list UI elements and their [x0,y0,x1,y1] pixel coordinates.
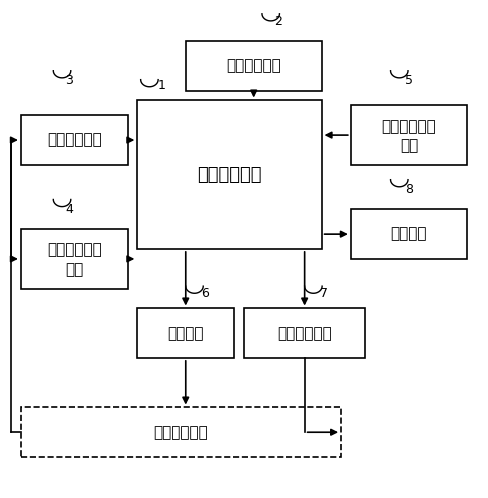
Text: 保护跳泵单元: 保护跳泵单元 [277,326,332,341]
FancyBboxPatch shape [186,41,322,91]
Text: 4: 4 [65,203,73,216]
FancyBboxPatch shape [21,229,127,289]
Text: 2: 2 [274,15,282,28]
Text: 启动指令采集: 启动指令采集 [382,119,436,133]
Text: 单元: 单元 [400,138,418,153]
FancyBboxPatch shape [137,101,322,249]
Text: 单元: 单元 [65,262,83,277]
Text: 5: 5 [405,74,413,87]
Text: 运行状态采集: 运行状态采集 [47,243,102,257]
Text: 8: 8 [405,183,413,196]
FancyBboxPatch shape [351,209,467,259]
Text: 报警单元: 报警单元 [391,227,427,242]
FancyBboxPatch shape [21,407,341,457]
Text: 7: 7 [320,287,328,300]
Text: 1: 1 [158,79,165,92]
FancyBboxPatch shape [351,106,467,165]
Text: 6: 6 [201,287,209,300]
Text: 调节控制单元: 调节控制单元 [197,166,262,184]
Text: 3: 3 [65,74,73,87]
Text: 汽动主给水泵: 汽动主给水泵 [154,425,208,440]
Text: 驱动单元: 驱动单元 [167,326,204,341]
FancyBboxPatch shape [21,116,127,165]
Text: 转速采集单元: 转速采集单元 [47,132,102,147]
FancyBboxPatch shape [244,308,366,358]
FancyBboxPatch shape [137,308,234,358]
Text: 转速预置单元: 转速预置单元 [226,58,281,73]
